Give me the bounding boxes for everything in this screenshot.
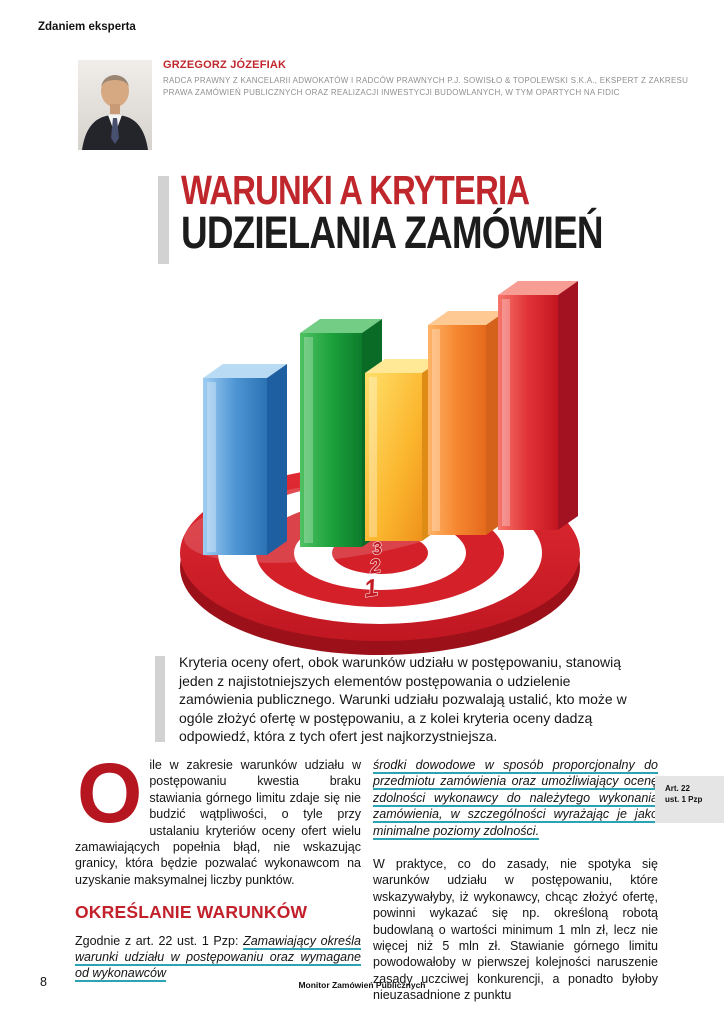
lead-paragraph: Kryteria oceny ofert, obok warunków udzi… xyxy=(179,654,627,745)
article-title-line1: WARUNKI A KRYTERIA xyxy=(181,167,530,213)
head xyxy=(101,75,129,107)
column-right: środki dowodowe w sposób proporcjonalny … xyxy=(373,757,658,1004)
margin-note-line2: ust. 1 Pzp xyxy=(665,794,703,804)
paragraph-statute-quote: środki dowodowe w sposób proporcjonalny … xyxy=(373,757,658,839)
journal-name: Monitor Zamówień Publicznych xyxy=(298,980,426,990)
paragraph-practice: W praktyce, co do zasady, nie spotyka si… xyxy=(373,857,658,1003)
podium-number-1: 1 xyxy=(362,574,379,603)
column-left: O ile w zakresie warunków udziału w post… xyxy=(75,746,361,982)
section-heading: OKREŚLANIE WARUNKÓW xyxy=(75,902,308,923)
lead-accent-bar xyxy=(155,656,165,742)
article-title: WARUNKI A KRYTERIA UDZIELANIA ZAMÓWIEŃ xyxy=(181,169,695,255)
podium-number-2: 2 xyxy=(367,555,382,579)
section-kicker: Zdaniem eksperta xyxy=(38,21,136,33)
statute-quote-continued: środki dowodowe w sposób proporcjonalny … xyxy=(373,758,658,838)
paragraph-statute-intro: Zgodnie z art. 22 ust. 1 Pzp: Zamawiając… xyxy=(75,933,361,982)
paragraph-dropcap: O ile w zakresie warunków udziału w post… xyxy=(75,746,361,888)
page-number: 8 xyxy=(40,975,47,989)
margin-note-line1: Art. 22 xyxy=(665,784,690,793)
bar-orange xyxy=(428,311,506,535)
bar-blue xyxy=(203,364,287,555)
dropcap-letter: O xyxy=(77,746,143,840)
author-photo xyxy=(78,60,152,150)
margin-note-art22: Art. 22 ust. 1 Pzp xyxy=(655,776,724,823)
author-name: GRZEGORZ JÓZEFIAK xyxy=(163,59,287,71)
bar-red xyxy=(498,281,578,530)
paragraph-dropcap-text: ile w zakresie warunków udziału w postęp… xyxy=(75,758,361,887)
article-title-line2: UDZIELANIA ZAMÓWIEŃ xyxy=(181,207,604,258)
author-block: GRZEGORZ JÓZEFIAK RADCA PRAWNY Z KANCELA… xyxy=(163,59,711,98)
bar-chart-illustration: 5 4 3 2 1 xyxy=(180,281,580,655)
statute-quote-start: Zamawiający określa warunki udziału w po… xyxy=(75,933,361,981)
podium-number-3: 3 xyxy=(371,538,384,558)
statute-intro-text: Zgodnie z art. 22 ust. 1 Pzp: xyxy=(75,933,244,948)
author-bio: RADCA PRAWNY Z KANCELARII ADWOKATÓW I RA… xyxy=(163,76,689,97)
title-accent-bar xyxy=(158,176,169,264)
